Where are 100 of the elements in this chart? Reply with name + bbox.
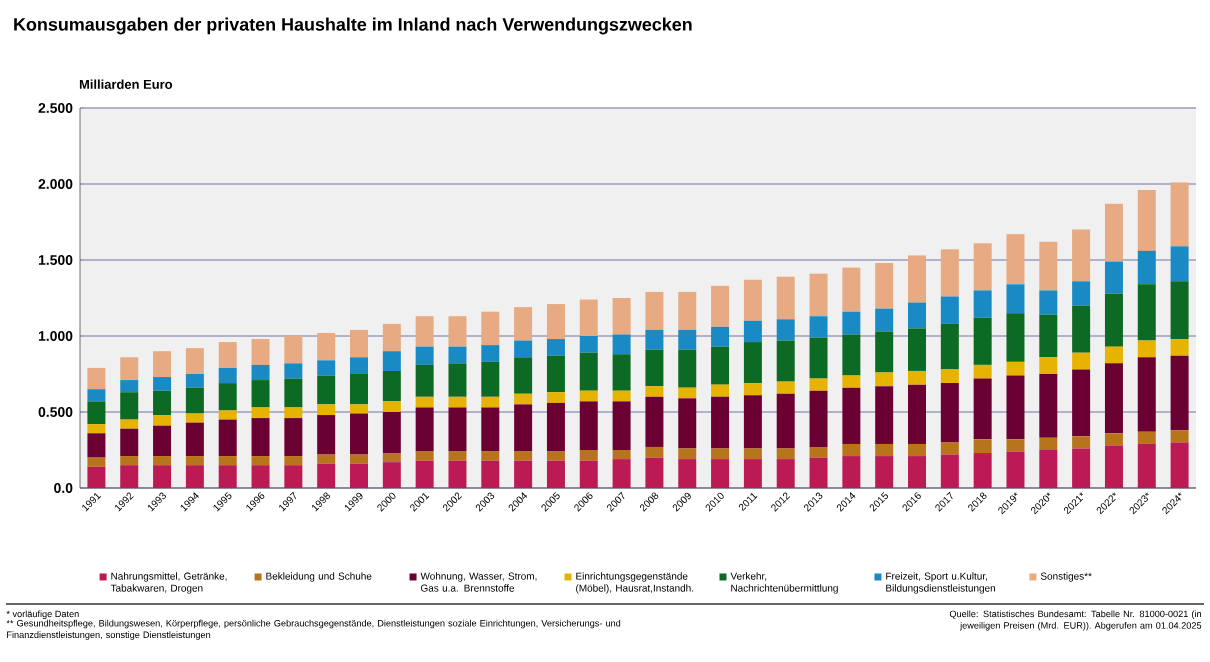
bar	[1039, 450, 1058, 488]
bar	[678, 448, 697, 460]
bar	[678, 329, 697, 350]
bar	[514, 340, 533, 358]
bar	[776, 340, 795, 382]
bar	[514, 404, 533, 452]
bar	[120, 456, 139, 466]
bar	[711, 285, 730, 327]
bar	[1072, 448, 1091, 488]
bar	[579, 450, 598, 461]
bar	[579, 299, 598, 336]
bar	[185, 465, 204, 488]
bar	[1072, 369, 1091, 437]
bar	[973, 243, 992, 291]
bar	[1170, 246, 1189, 282]
bar	[448, 316, 467, 347]
bar	[842, 456, 861, 488]
bar	[87, 466, 106, 488]
bar	[645, 396, 664, 447]
bar	[678, 459, 697, 488]
bar	[481, 460, 500, 488]
bar	[382, 453, 401, 463]
bar	[612, 390, 631, 402]
bar	[317, 463, 336, 488]
bar	[940, 249, 959, 297]
bar	[284, 407, 303, 419]
bar	[1170, 182, 1189, 247]
bar	[1104, 433, 1123, 446]
bar	[120, 428, 139, 457]
bar	[1072, 229, 1091, 282]
bar	[382, 401, 401, 412]
bar	[908, 302, 927, 329]
bar	[382, 462, 401, 488]
bar	[251, 339, 270, 365]
bar	[317, 454, 336, 464]
bar	[120, 357, 139, 381]
bar	[87, 433, 106, 458]
bar	[448, 363, 467, 397]
bar	[875, 308, 894, 332]
bar	[284, 363, 303, 379]
bar	[546, 460, 565, 488]
bar	[711, 448, 730, 460]
bar	[218, 419, 237, 457]
bar	[908, 456, 927, 488]
bar	[317, 332, 336, 361]
bar	[579, 336, 598, 353]
bar	[415, 451, 434, 461]
bar	[612, 401, 631, 450]
bar	[1039, 357, 1058, 374]
bar	[448, 460, 467, 488]
bar	[284, 465, 303, 488]
bar	[153, 377, 172, 391]
bar	[546, 355, 565, 393]
bar	[481, 311, 500, 346]
bar	[973, 290, 992, 318]
bar	[185, 374, 204, 388]
bar	[1170, 442, 1189, 488]
bar	[743, 320, 762, 343]
bar	[875, 331, 894, 373]
bar	[940, 442, 959, 455]
bar	[251, 364, 270, 381]
bar	[350, 329, 368, 358]
bar	[1072, 436, 1091, 449]
bar	[153, 456, 172, 466]
bar	[514, 460, 533, 488]
bar	[612, 450, 631, 460]
bar	[514, 307, 533, 341]
bar	[382, 370, 401, 402]
bar	[153, 465, 172, 488]
bar	[908, 384, 927, 444]
bar	[1137, 250, 1156, 285]
bar	[481, 361, 500, 397]
bar	[481, 407, 500, 452]
bar	[546, 339, 565, 356]
bar	[940, 296, 959, 324]
bar	[284, 378, 303, 408]
bar	[940, 323, 959, 370]
bar	[711, 384, 730, 397]
bar	[809, 457, 828, 488]
bar	[514, 393, 533, 405]
bar	[842, 443, 861, 457]
bar	[415, 460, 434, 488]
bar	[776, 381, 795, 394]
bar	[87, 424, 106, 434]
bar	[350, 454, 368, 464]
bar	[1170, 339, 1189, 356]
bar	[842, 375, 861, 388]
bar	[678, 398, 697, 449]
bar	[711, 459, 730, 488]
bar	[1104, 445, 1123, 488]
bar	[1006, 375, 1025, 440]
bar	[317, 375, 336, 405]
bar	[711, 396, 730, 449]
bar	[218, 410, 237, 420]
bar	[218, 465, 237, 488]
bar	[448, 346, 467, 364]
bar	[284, 336, 303, 364]
bar	[1006, 313, 1025, 362]
bar	[1104, 363, 1123, 434]
bar	[973, 364, 992, 379]
